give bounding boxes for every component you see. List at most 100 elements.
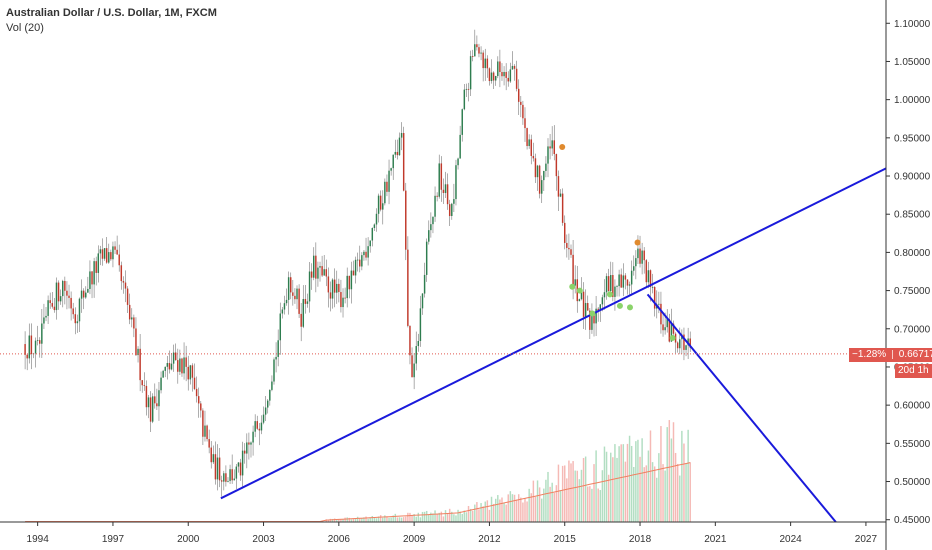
- candle-body: [392, 154, 394, 169]
- candle-body: [28, 335, 31, 359]
- candle-body: [628, 284, 631, 286]
- volume-bar: [635, 441, 637, 522]
- volume-bar: [428, 514, 430, 522]
- volume-bar: [543, 488, 545, 522]
- candle-body: [352, 270, 355, 276]
- x-tick-label: 2003: [252, 534, 275, 545]
- volume-bar: [574, 470, 576, 522]
- volume-bar: [576, 470, 579, 522]
- volume-bar: [524, 498, 526, 522]
- volume-bar: [610, 452, 612, 522]
- volume-bar: [685, 463, 687, 522]
- candle-body: [557, 176, 560, 197]
- candle-body: [287, 277, 290, 300]
- candle-body: [321, 266, 323, 276]
- volume-bar: [455, 515, 457, 522]
- candle-body: [363, 251, 365, 256]
- candle-body: [256, 421, 258, 429]
- candle-body: [469, 56, 472, 90]
- volume-bar: [639, 456, 641, 522]
- volume-bar: [595, 450, 597, 522]
- candle-body: [187, 366, 189, 380]
- candle-body: [407, 249, 409, 326]
- candle-body: [664, 327, 666, 331]
- volume-bar: [384, 515, 386, 522]
- volume-bar: [551, 482, 553, 522]
- countdown: 20d 1h: [898, 365, 929, 376]
- candle-body: [254, 421, 256, 432]
- candle-body: [59, 296, 62, 302]
- candle-body: [421, 293, 424, 309]
- volume-bar: [333, 518, 336, 522]
- volume-bar: [342, 519, 344, 522]
- candle-body: [338, 283, 340, 293]
- volume-bar: [666, 427, 668, 522]
- candle-body: [444, 184, 447, 193]
- candle-body: [218, 457, 221, 481]
- candle-body: [430, 224, 432, 231]
- candle-body: [528, 139, 530, 147]
- candle-body: [432, 216, 434, 225]
- chart-title: Australian Dollar / U.S. Dollar, 1M, FXC…: [6, 7, 217, 19]
- candle-body: [595, 308, 597, 324]
- signal-marker: [569, 283, 576, 290]
- candle-body: [350, 270, 353, 290]
- candle-body: [409, 325, 411, 356]
- candle-body: [99, 249, 102, 254]
- volume-bar: [647, 450, 650, 522]
- candle-body: [425, 241, 428, 275]
- candle-body: [591, 312, 593, 330]
- volume-bar: [482, 506, 484, 522]
- volume-bar: [653, 466, 656, 522]
- candle-body: [340, 292, 342, 308]
- candle-body: [120, 265, 123, 282]
- candle-body: [524, 118, 526, 129]
- candle-body: [536, 165, 539, 178]
- volume-bar: [423, 511, 426, 522]
- candle-body: [49, 300, 51, 304]
- candle-body: [490, 72, 493, 82]
- volume-bar: [430, 512, 432, 522]
- candle-body: [108, 252, 110, 263]
- volume-bar: [421, 511, 424, 522]
- x-tick-label: 2027: [855, 534, 878, 545]
- candle-body: [551, 140, 553, 149]
- y-tick-label: 0.45000: [894, 515, 931, 526]
- x-tick-label: 2021: [704, 534, 727, 545]
- volume-bar: [463, 510, 466, 522]
- candle-body: [346, 275, 348, 299]
- volume-bar: [656, 477, 658, 522]
- volume-layer: [24, 420, 691, 522]
- x-tick-label: 2009: [403, 534, 426, 545]
- y-tick-label: 0.70000: [894, 324, 931, 335]
- candle-body: [505, 71, 507, 78]
- candle-body: [428, 230, 430, 242]
- candle-body: [319, 266, 321, 268]
- candle-body: [137, 348, 139, 356]
- candle-body: [47, 300, 49, 316]
- candle-body: [400, 133, 403, 138]
- volume-bar: [572, 461, 574, 522]
- volume-bar: [559, 490, 562, 522]
- volume-bar: [497, 495, 499, 522]
- y-tick-label: 0.55000: [894, 439, 931, 450]
- candle-body: [300, 313, 302, 327]
- candle-body: [494, 76, 497, 81]
- candle-body: [172, 352, 175, 364]
- candle-body: [289, 277, 292, 293]
- candle-body: [135, 328, 137, 356]
- y-tick-label: 1.05000: [894, 57, 931, 68]
- volume-bar: [331, 518, 334, 522]
- volume-bar: [540, 498, 543, 522]
- candle-body: [547, 146, 549, 164]
- candle-body: [133, 317, 135, 329]
- candle-body: [683, 334, 685, 350]
- candle-body: [676, 342, 679, 349]
- volume-bar: [398, 517, 401, 522]
- candle-body: [356, 259, 359, 261]
- volume-bar: [373, 517, 376, 522]
- volume-bar: [434, 510, 436, 522]
- volume-bar: [390, 517, 392, 522]
- volume-bar: [490, 496, 493, 522]
